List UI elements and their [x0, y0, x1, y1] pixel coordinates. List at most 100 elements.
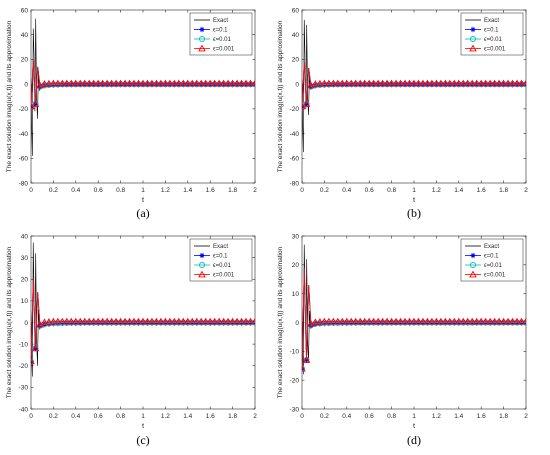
data-point-star — [496, 82, 502, 88]
data-point-triangle — [365, 317, 373, 325]
data-point-star — [470, 26, 476, 33]
x-tick-label: 2 — [524, 187, 528, 194]
data-point-triangle — [378, 317, 387, 325]
y-tick-label: -20 — [290, 106, 300, 113]
y-tick-label: -30 — [290, 406, 300, 413]
y-tick-label: 60 — [292, 7, 300, 14]
data-point-triangle — [486, 317, 494, 325]
legend: Exact ϵ=0.1 ϵ=0.01 ϵ=0.001 — [189, 12, 253, 56]
data-point-triangle — [89, 317, 98, 325]
data-point-triangle — [31, 357, 35, 365]
data-point-star — [362, 82, 368, 88]
series-group — [302, 19, 526, 153]
data-point-star — [86, 82, 92, 88]
data-point-triangle — [517, 317, 526, 325]
data-point-star — [180, 320, 186, 326]
data-point-star — [140, 320, 146, 326]
data-point-star — [321, 82, 327, 88]
legend-label: ϵ=0.01 — [213, 37, 231, 43]
x-tick-label: 0.6 — [94, 187, 103, 194]
y-axis-label: The exact solution imag(u(x,t)) and its … — [6, 246, 13, 398]
data-point-star — [77, 320, 83, 326]
data-point-star — [447, 320, 453, 326]
data-point-star — [73, 82, 79, 88]
data-point-star — [348, 82, 354, 88]
data-point-triangle — [468, 79, 477, 87]
data-point-star — [212, 320, 218, 326]
legend-label: ϵ=0.001 — [213, 47, 235, 53]
data-point-triangle — [320, 79, 329, 87]
data-point-triangle — [170, 317, 179, 325]
data-point-triangle — [405, 317, 414, 325]
series-group — [31, 18, 255, 156]
data-point-star — [380, 82, 386, 88]
y-tick-label: -10 — [290, 349, 300, 356]
data-point-triangle — [455, 79, 463, 87]
chart-panel-c: 0 0.2 0.4 0.6 0.8 1 1.2 1.4 1.6 1.8 2 -40 -30 -20 -10 0… — [6, 233, 257, 447]
data-point-star — [64, 82, 70, 88]
data-point-star — [55, 82, 61, 88]
data-point-triangle — [157, 317, 165, 325]
data-point-star — [362, 320, 368, 326]
data-point-triangle — [40, 80, 49, 87]
data-point-triangle — [76, 317, 85, 325]
data-point-star — [465, 82, 471, 88]
data-point-triangle — [36, 81, 44, 89]
y-tick-label: 10 — [292, 291, 300, 298]
data-point-star — [50, 82, 56, 88]
data-point-triangle — [334, 317, 342, 325]
data-point-star — [185, 320, 191, 326]
data-point-star — [505, 320, 511, 326]
data-point-star — [451, 82, 457, 88]
data-point-star — [344, 320, 350, 326]
data-point-star — [397, 82, 404, 88]
legend: Exact ϵ=0.1 ϵ=0.01 ϵ=0.001 — [460, 12, 524, 56]
data-point-triangle — [499, 79, 508, 87]
data-point-triangle — [423, 317, 432, 325]
x-tick-label: 2 — [253, 187, 257, 194]
data-point-triangle — [121, 79, 129, 87]
data-point-star — [153, 320, 160, 326]
data-point-star — [335, 320, 341, 326]
y-axis-label: The exact solution imag(u(x,t)) and its … — [6, 20, 13, 172]
data-point-triangle — [441, 317, 450, 325]
data-point-triangle — [219, 79, 228, 87]
x-tick-label: 1.6 — [206, 413, 215, 420]
series-line — [31, 279, 255, 362]
data-point-triangle — [392, 79, 400, 87]
data-point-triangle — [513, 79, 521, 87]
data-point-triangle — [311, 80, 320, 87]
x-tick-label: 1.2 — [432, 187, 441, 194]
data-point-triangle — [58, 317, 67, 325]
data-point-triangle — [139, 317, 147, 325]
data-point-triangle — [522, 79, 526, 87]
data-point-star — [469, 320, 475, 326]
data-point-triangle — [242, 79, 250, 87]
x-axis-label: t — [413, 421, 416, 430]
data-point-triangle — [89, 79, 98, 87]
chart-panel-b: 0 0.2 0.4 0.6 0.8 1 1.2 1.4 1.6 1.8 2 -80 -60 -40 -20 0… — [277, 7, 528, 220]
data-point-triangle — [369, 317, 378, 325]
series-group — [31, 242, 255, 377]
legend-label: ϵ=0.01 — [213, 263, 231, 269]
x-axis-label: t — [142, 195, 145, 204]
data-point-star — [442, 320, 448, 326]
data-point-star — [326, 82, 332, 88]
data-point-circle — [31, 358, 35, 365]
x-tick-label: 1.8 — [228, 413, 237, 420]
y-tick-label: -60 — [19, 156, 29, 163]
data-point-triangle — [152, 317, 161, 325]
data-point-star — [82, 320, 88, 326]
data-point-triangle — [85, 79, 94, 87]
data-point-triangle — [192, 317, 201, 325]
y-axis-label: The exact solution imag(u(x,t)) and its … — [277, 246, 284, 398]
legend-label: ϵ=0.01 — [484, 37, 502, 43]
data-point-triangle — [143, 317, 152, 325]
data-point-star — [380, 320, 386, 326]
data-point-triangle — [237, 317, 246, 325]
panel-caption: (a) — [136, 206, 149, 220]
data-point-star — [68, 320, 74, 326]
data-point-star — [207, 320, 213, 326]
data-point-triangle — [112, 317, 120, 325]
